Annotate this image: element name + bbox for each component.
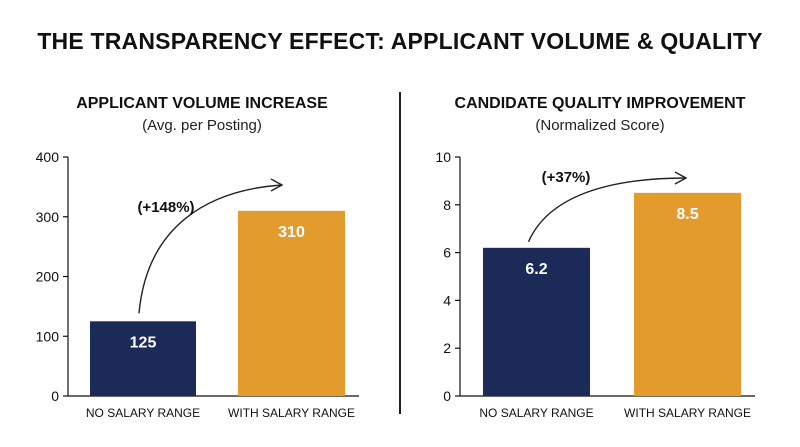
panel-divider [399, 92, 401, 414]
bar-value-label: 8.5 [676, 206, 698, 223]
bar-with-salary-range [634, 192, 741, 396]
arrowhead-icon [270, 178, 284, 192]
chart-subtitle: (Normalized Score) [535, 117, 664, 134]
bar-no-salary-range [90, 321, 196, 396]
y-tick-label: 200 [36, 269, 60, 285]
annotation-label: (+148%) [137, 199, 194, 216]
applicant-volume-chart: APPLICANT VOLUME INCREASE (Avg. per Posti… [36, 95, 359, 420]
y-tick-label: 8 [443, 197, 451, 213]
bar-value-label: 6.2 [525, 261, 547, 278]
bar-with-salary-range [238, 210, 345, 396]
y-tick-label: 2 [443, 340, 451, 356]
category-label: WITH SALARY RANGE [624, 406, 751, 420]
y-tick-label: 100 [36, 328, 60, 344]
y-tick-label: 0 [443, 388, 451, 404]
main-title: THE TRANSPARENCY EFFECT: APPLICANT VOLUM… [37, 28, 763, 54]
y-tick-label: 6 [443, 245, 451, 261]
chart-subtitle: (Avg. per Posting) [142, 117, 262, 134]
chart-title: CANDIDATE QUALITY IMPROVEMENT [455, 95, 746, 112]
y-tick-label: 10 [435, 149, 451, 165]
bar-no-salary-range [483, 247, 590, 396]
bar-value-label: 125 [130, 334, 157, 351]
annotation-label: (+37%) [542, 169, 591, 186]
category-label: NO SALARY RANGE [479, 406, 593, 420]
y-tick-label: 400 [36, 149, 60, 165]
annotation-arrow [138, 184, 283, 314]
y-tick-label: 300 [36, 209, 60, 225]
category-label: WITH SALARY RANGE [228, 406, 355, 420]
bar-value-label: 310 [278, 224, 305, 241]
category-label: NO SALARY RANGE [86, 406, 200, 420]
y-tick-label: 4 [443, 292, 451, 308]
annotation-arrow [527, 177, 687, 243]
chart-title: APPLICANT VOLUME INCREASE [76, 95, 328, 112]
y-tick-label: 0 [51, 388, 59, 404]
arrowhead-icon [674, 171, 688, 185]
